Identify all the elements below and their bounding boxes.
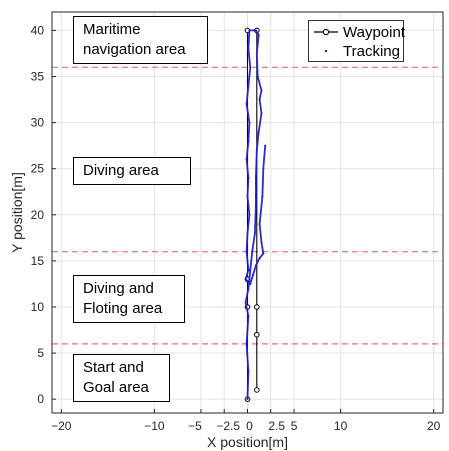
- tracking-point: [257, 34, 260, 37]
- tracking-point: [260, 112, 263, 115]
- x-axis-title: X position[m]: [207, 434, 288, 450]
- y-tick-label: 40: [31, 23, 45, 37]
- tracking-point: [247, 370, 250, 373]
- waypoint-marker: [254, 387, 260, 393]
- x-tick-label: −20: [51, 419, 72, 433]
- tracking-point: [262, 252, 265, 255]
- tracking-point: [245, 158, 248, 161]
- tracking-point: [247, 47, 250, 50]
- tracking-point: [249, 282, 252, 285]
- tracking-point: [245, 342, 248, 345]
- tracking-point: [260, 89, 263, 92]
- tracking-point: [249, 269, 252, 272]
- tracking-point: [252, 273, 255, 276]
- tracking-point: [248, 29, 251, 32]
- tracking-point: [260, 241, 263, 244]
- tracking-point: [254, 204, 257, 207]
- maritime-area-label: Maritime navigation area: [73, 16, 208, 64]
- y-tick-label: 5: [37, 346, 44, 360]
- tracking-point: [257, 130, 260, 133]
- series-layer: [244, 27, 267, 402]
- y-tick-label: 20: [31, 208, 45, 222]
- tracking-swatch-icon: [324, 49, 328, 53]
- x-tick-label: 0: [246, 419, 253, 433]
- start-goal-area-label: Start and Goal area: [73, 354, 170, 402]
- tracking-point: [247, 140, 250, 143]
- x-tick-label: 20: [427, 419, 441, 433]
- tracking-point: [251, 250, 254, 253]
- y-tick-label: 10: [31, 300, 45, 314]
- x-tick-label: −2.5: [216, 419, 240, 433]
- tracking-point: [254, 176, 257, 179]
- legend: Waypoint Tracking: [308, 20, 405, 62]
- legend-label-waypoint: Waypoint: [343, 23, 405, 41]
- tracking-point: [258, 257, 261, 260]
- waypoint-marker: [254, 304, 260, 310]
- legend-item-tracking: Tracking: [313, 42, 400, 60]
- x-tick-label: 5: [291, 419, 298, 433]
- legend-item-waypoint: Waypoint: [313, 23, 405, 41]
- tracking-point: [262, 167, 265, 170]
- y-tick-label: 0: [37, 392, 44, 406]
- y-tick-label: 35: [31, 70, 45, 84]
- x-tick-label: −10: [144, 419, 165, 433]
- waypoint-swatch-icon: [314, 28, 338, 36]
- tracking-point: [254, 264, 257, 267]
- tracking-point: [255, 149, 258, 152]
- y-tick-label: 25: [31, 162, 45, 176]
- tracking-point: [264, 144, 267, 147]
- diving-area-label: Diving area: [73, 157, 191, 185]
- tracking-point: [247, 287, 250, 290]
- tracking-point: [254, 29, 257, 32]
- tracking-point: [255, 52, 258, 55]
- tracking-point: [258, 98, 261, 101]
- y-tick-label: 30: [31, 116, 45, 130]
- tracking-point: [258, 223, 261, 226]
- tracking-point: [248, 121, 251, 124]
- x-tick-label: 2.5: [268, 419, 285, 433]
- ticks-layer: −20 −10 −5 −2.5 0 2.5 5 10 20 0 5 10 15 20 25 30 35 40: [31, 23, 441, 433]
- tracking-point: [244, 301, 247, 304]
- tracking-point: [249, 66, 252, 69]
- tracking-point: [246, 398, 249, 401]
- tracking-point: [244, 278, 247, 281]
- tracking-point: [256, 75, 259, 78]
- y-axis-title: Y position[m]: [9, 172, 25, 253]
- tracking-point: [246, 195, 249, 198]
- tracking-point: [246, 232, 249, 235]
- tracking-point: [247, 176, 250, 179]
- legend-label-tracking: Tracking: [343, 42, 400, 60]
- x-tick-label: 10: [334, 419, 348, 433]
- tracking-point: [247, 269, 250, 272]
- tracking-point: [248, 213, 251, 216]
- tracking-point: [245, 250, 248, 253]
- waypoint-marker: [254, 331, 260, 338]
- tracking-point: [247, 84, 250, 87]
- tracking-point: [261, 195, 264, 198]
- tracking-point: [247, 315, 250, 318]
- tracking-point: [245, 103, 248, 106]
- diving-floting-area-label: Diving and Floting area: [73, 275, 185, 323]
- y-tick-label: 15: [31, 254, 45, 268]
- tracking-point: [253, 232, 256, 235]
- x-tick-label: −5: [188, 419, 202, 433]
